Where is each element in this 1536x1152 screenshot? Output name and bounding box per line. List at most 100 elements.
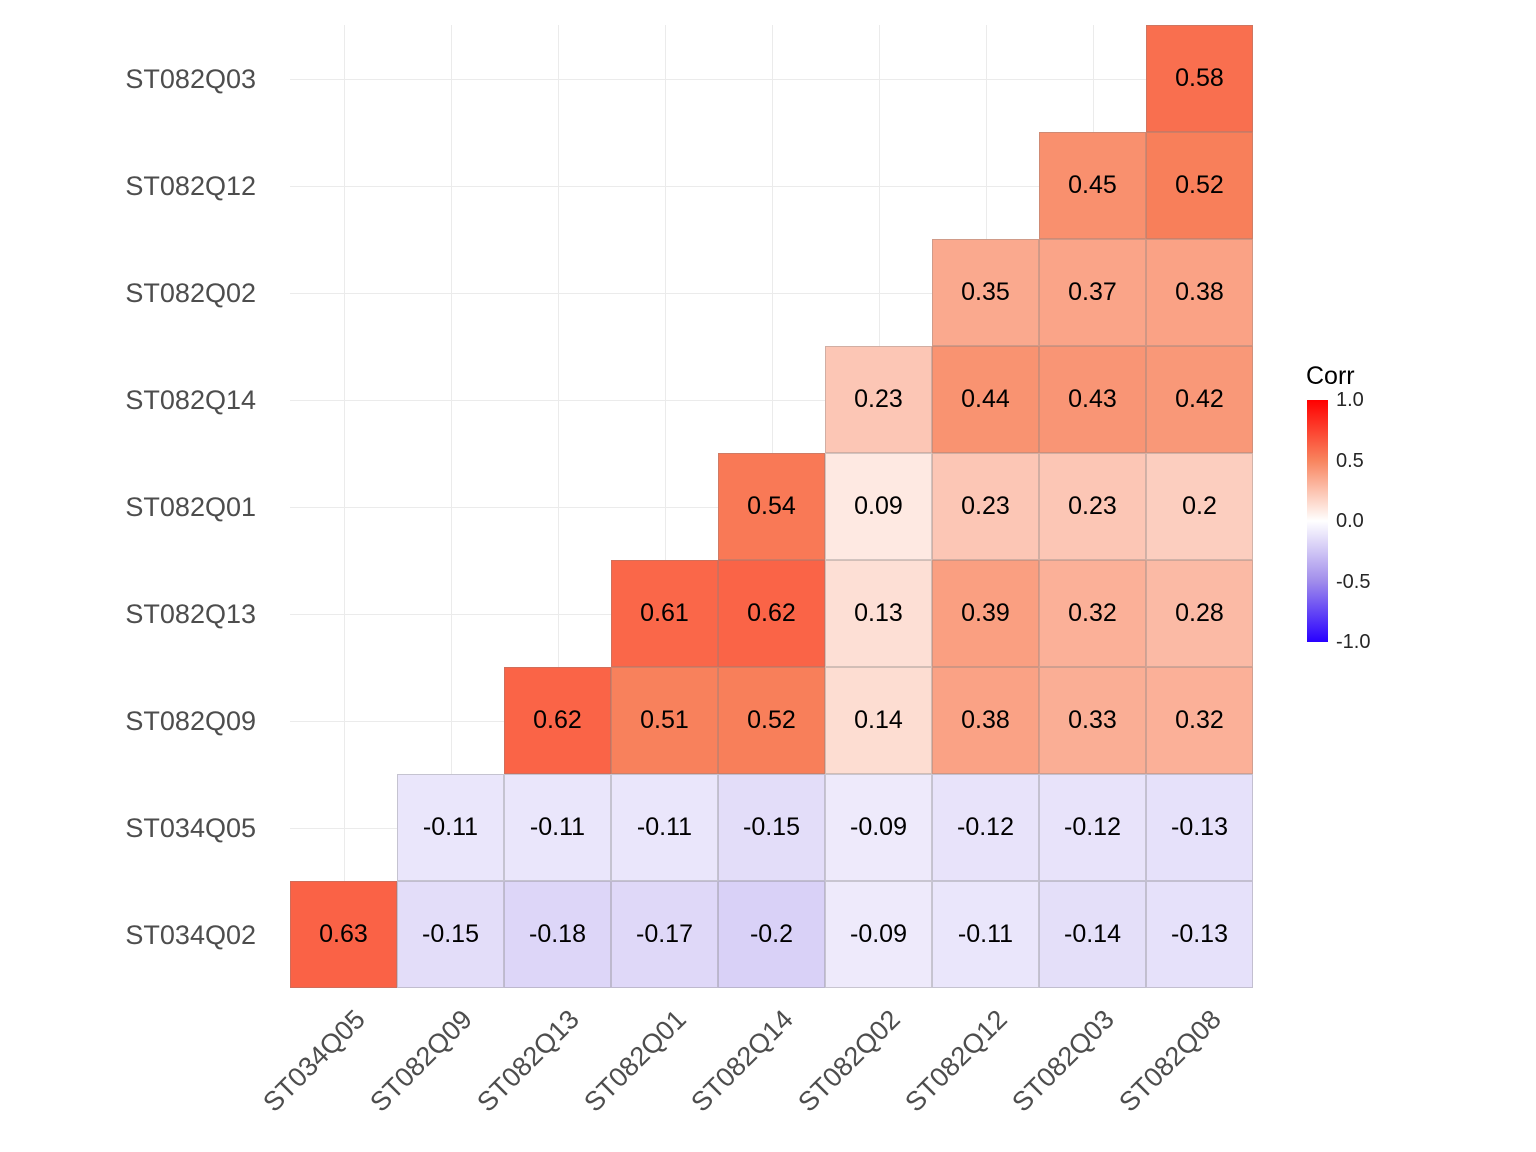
heatmap-cell: 0.63 bbox=[290, 881, 397, 988]
heatmap-cell: 0.32 bbox=[1146, 667, 1253, 774]
cell-value: 0.52 bbox=[1175, 171, 1224, 199]
heatmap-cell: -0.11 bbox=[504, 774, 611, 881]
heatmap-cell: 0.23 bbox=[1039, 453, 1146, 560]
cell-value: 0.54 bbox=[747, 492, 796, 520]
cell-value: 0.51 bbox=[640, 706, 689, 734]
x-axis-label: ST082Q13 bbox=[471, 1004, 585, 1118]
cell-value: 0.32 bbox=[1175, 706, 1224, 734]
heatmap-cell: 0.61 bbox=[611, 560, 718, 667]
cell-value: 0.35 bbox=[961, 278, 1010, 306]
legend-tick-label: 0.0 bbox=[1336, 510, 1364, 532]
heatmap-cell: 0.51 bbox=[611, 667, 718, 774]
cell-value: -0.12 bbox=[957, 813, 1014, 841]
cell-value: -0.09 bbox=[850, 813, 907, 841]
heatmap-cell: -0.13 bbox=[1146, 881, 1253, 988]
cell-value: 0.43 bbox=[1068, 385, 1117, 413]
cell-value: 0.37 bbox=[1068, 278, 1117, 306]
cell-value: -0.2 bbox=[749, 920, 794, 948]
legend-tick-label: -0.5 bbox=[1336, 570, 1371, 593]
cell-value: 0.38 bbox=[961, 706, 1010, 734]
heatmap-cell: 0.28 bbox=[1146, 560, 1253, 667]
x-axis-label: ST082Q03 bbox=[1006, 1004, 1120, 1118]
cell-value: -0.13 bbox=[1171, 920, 1228, 948]
heatmap-cell: 0.14 bbox=[825, 667, 932, 774]
heatmap-cell: 0.43 bbox=[1039, 346, 1146, 453]
heatmap-cell: 0.62 bbox=[504, 667, 611, 774]
cell-value: -0.15 bbox=[422, 920, 479, 948]
heatmap-cell: -0.15 bbox=[718, 774, 825, 881]
heatmap-cell: 0.58 bbox=[1146, 25, 1253, 132]
x-axis-label: ST034Q05 bbox=[257, 1004, 371, 1118]
cell-value: -0.17 bbox=[636, 920, 693, 948]
heatmap-cell: 0.32 bbox=[1039, 560, 1146, 667]
heatmap-cell: 0.37 bbox=[1039, 239, 1146, 346]
plot-panel: 0.58 0.45 0.52 0.35 0.37 0.38 0.23 0.44 0.43 0.42… bbox=[290, 25, 1253, 988]
cell-value: 0.32 bbox=[1068, 599, 1117, 627]
panel-gridline-horizontal bbox=[290, 185, 1253, 187]
heatmap-cell: -0.11 bbox=[397, 774, 504, 881]
legend-tick-label: 1.0 bbox=[1336, 389, 1364, 411]
cell-value: 0.38 bbox=[1175, 278, 1224, 306]
cell-value: 0.23 bbox=[854, 385, 903, 413]
heatmap-cell: 0.45 bbox=[1039, 132, 1146, 239]
y-axis-label: ST082Q14 bbox=[125, 384, 256, 415]
legend-tick-label: -1.0 bbox=[1336, 631, 1371, 653]
heatmap-cell: 0.62 bbox=[718, 560, 825, 667]
y-axis-label: ST082Q12 bbox=[125, 170, 256, 201]
x-axis-label: ST082Q01 bbox=[578, 1004, 692, 1118]
x-axis-label: ST082Q09 bbox=[364, 1004, 478, 1118]
cell-value: 0.62 bbox=[533, 706, 582, 734]
y-axis-label: ST082Q02 bbox=[125, 277, 256, 308]
heatmap-cell: 0.54 bbox=[718, 453, 825, 560]
heatmap-cell: 0.38 bbox=[932, 667, 1039, 774]
heatmap-cell: -0.09 bbox=[825, 774, 932, 881]
heatmap-cell: 0.39 bbox=[932, 560, 1039, 667]
heatmap-cell: 0.44 bbox=[932, 346, 1039, 453]
x-axis-label: ST082Q12 bbox=[899, 1004, 1013, 1118]
panel-gridline-horizontal bbox=[290, 292, 1253, 294]
cell-value: -0.14 bbox=[1064, 920, 1121, 948]
heatmap-cell: -0.11 bbox=[932, 881, 1039, 988]
heatmap-cell: -0.11 bbox=[611, 774, 718, 881]
heatmap-cell: 0.42 bbox=[1146, 346, 1253, 453]
heatmap-cell: 0.23 bbox=[825, 346, 932, 453]
cell-value: 0.42 bbox=[1175, 385, 1224, 413]
cell-value: 0.63 bbox=[319, 920, 368, 948]
cell-value: 0.14 bbox=[854, 706, 903, 734]
cell-value: -0.15 bbox=[743, 813, 800, 841]
cell-value: 0.52 bbox=[747, 706, 796, 734]
cell-value: 0.44 bbox=[961, 385, 1010, 413]
heatmap-cell: -0.12 bbox=[1039, 774, 1146, 881]
cell-value: 0.39 bbox=[961, 599, 1010, 627]
legend-tick-label: 0.5 bbox=[1336, 449, 1364, 472]
heatmap-cell: -0.09 bbox=[825, 881, 932, 988]
y-axis-label: ST034Q02 bbox=[125, 919, 256, 950]
heatmap-cell: 0.52 bbox=[718, 667, 825, 774]
heatmap-cell: 0.52 bbox=[1146, 132, 1253, 239]
heatmap-cell: -0.18 bbox=[504, 881, 611, 988]
heatmap-cell: 0.09 bbox=[825, 453, 932, 560]
y-axis-label: ST082Q03 bbox=[125, 63, 256, 94]
cell-value: -0.18 bbox=[529, 920, 586, 948]
heatmap-cell: 0.35 bbox=[932, 239, 1039, 346]
cell-value: 0.09 bbox=[854, 492, 903, 520]
heatmap-cell: 0.23 bbox=[932, 453, 1039, 560]
cell-value: -0.12 bbox=[1064, 813, 1121, 841]
cell-value: 0.2 bbox=[1182, 492, 1217, 520]
x-axis-label: ST082Q02 bbox=[792, 1004, 906, 1118]
heatmap-cell: -0.14 bbox=[1039, 881, 1146, 988]
cell-value: -0.11 bbox=[636, 813, 693, 841]
heatmap-cell: 0.13 bbox=[825, 560, 932, 667]
cell-value: 0.33 bbox=[1068, 706, 1117, 734]
heatmap-cell: -0.15 bbox=[397, 881, 504, 988]
heatmap-cell: -0.2 bbox=[718, 881, 825, 988]
cell-value: 0.13 bbox=[854, 599, 903, 627]
x-axis-label: ST082Q08 bbox=[1113, 1004, 1227, 1118]
legend-gradient-bar bbox=[1307, 400, 1328, 642]
cell-value: 0.23 bbox=[1068, 492, 1117, 520]
heatmap-cell: -0.17 bbox=[611, 881, 718, 988]
cell-value: -0.11 bbox=[529, 813, 586, 841]
panel-gridline-horizontal bbox=[290, 399, 1253, 401]
cell-value: 0.58 bbox=[1175, 64, 1224, 92]
heatmap-cell: 0.33 bbox=[1039, 667, 1146, 774]
